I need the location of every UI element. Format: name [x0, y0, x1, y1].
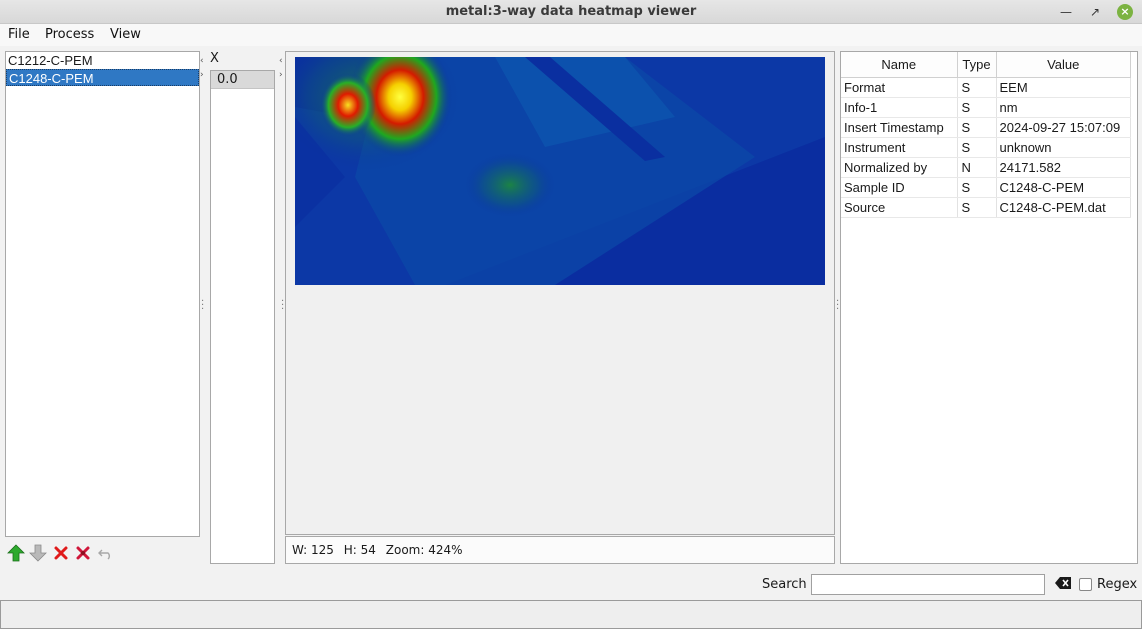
clear-search-icon[interactable] [1054, 576, 1072, 590]
x-value-list[interactable]: 0.0 [210, 70, 275, 564]
property-name: Format [841, 77, 958, 98]
table-row[interactable]: Info-1 S nm [841, 97, 1131, 118]
splitter-grip[interactable]: · · · [281, 296, 285, 315]
property-name: Source [841, 197, 958, 218]
property-value: C1248-C-PEM.dat [996, 197, 1131, 218]
file-list-item-selected[interactable]: C1248-C-PEM [6, 69, 199, 86]
property-type: N [957, 157, 997, 178]
property-type: S [957, 177, 997, 198]
property-value: unknown [996, 137, 1131, 158]
property-value: C1248-C-PEM [996, 177, 1131, 198]
splitter-grip[interactable]: · · · [836, 296, 840, 315]
splitter-grip[interactable]: · · · [201, 296, 205, 315]
property-value: EEM [996, 77, 1131, 98]
table-row[interactable]: Instrument S unknown [841, 137, 1131, 158]
close-icon[interactable]: × [1117, 4, 1133, 20]
property-value: nm [996, 97, 1131, 118]
zoom-label: Zoom: 424% [385, 543, 463, 557]
properties-table: Name Type Value Format S EEM Info-1 S nm… [841, 52, 1131, 218]
column-header-name[interactable]: Name [841, 52, 958, 78]
minimize-icon[interactable]: — [1060, 5, 1072, 19]
property-name: Insert Timestamp [841, 117, 958, 138]
collapse-arrows-left[interactable]: ‹ › [200, 56, 204, 80]
search-label: Search [762, 577, 807, 592]
property-name: Info-1 [841, 97, 958, 118]
image-height-label: H: 54 [343, 543, 376, 557]
image-info-bar: W: 125 H: 54 Zoom: 424% [285, 536, 835, 564]
properties-table-panel: Name Type Value Format S EEM Info-1 S nm… [840, 51, 1138, 564]
delete-all-icon[interactable] [74, 544, 92, 562]
heatmap-image[interactable] [295, 57, 825, 285]
property-type: S [957, 117, 997, 138]
table-row[interactable]: Source S C1248-C-PEM.dat [841, 197, 1131, 218]
delete-icon[interactable] [52, 544, 70, 562]
table-row[interactable]: Sample ID S C1248-C-PEM [841, 177, 1131, 198]
table-row[interactable]: Format S EEM [841, 77, 1131, 98]
property-value: 2024-09-27 15:07:09 [996, 117, 1131, 138]
maximize-icon[interactable]: ↗ [1089, 5, 1101, 19]
x-value-item[interactable]: 0.0 [211, 71, 274, 89]
property-name: Instrument [841, 137, 958, 158]
property-value: 24171.582 [996, 157, 1131, 178]
image-width-label: W: 125 [292, 543, 334, 557]
table-row[interactable]: Insert Timestamp S 2024-09-27 15:07:09 [841, 117, 1131, 138]
menu-file[interactable]: File [8, 27, 30, 42]
regex-checkbox[interactable] [1079, 578, 1092, 591]
column-header-value[interactable]: Value [996, 52, 1131, 78]
search-input[interactable] [811, 574, 1045, 595]
window-title: metal:3-way data heatmap viewer [445, 4, 697, 19]
property-type: S [957, 137, 997, 158]
heatmap-panel[interactable] [285, 51, 835, 535]
move-down-icon[interactable] [29, 544, 47, 562]
status-bar [0, 600, 1142, 629]
regex-label: Regex [1097, 577, 1138, 592]
collapse-arrows-middle[interactable]: ‹ › [279, 56, 283, 80]
file-list[interactable]: C1212-C-PEM C1248-C-PEM [5, 51, 200, 537]
move-up-icon[interactable] [7, 544, 25, 562]
x-axis-header: X [210, 51, 219, 66]
table-row[interactable]: Normalized by N 24171.582 [841, 157, 1131, 178]
property-type: S [957, 197, 997, 218]
menu-view[interactable]: View [110, 27, 141, 42]
menu-bar: File Process View [0, 24, 1142, 46]
property-name: Normalized by [841, 157, 958, 178]
property-type: S [957, 77, 997, 98]
title-bar: metal:3-way data heatmap viewer — ↗ × [0, 0, 1142, 24]
property-type: S [957, 97, 997, 118]
undo-icon[interactable] [97, 544, 115, 562]
menu-process[interactable]: Process [45, 27, 95, 42]
file-list-item[interactable]: C1212-C-PEM [8, 53, 93, 68]
property-name: Sample ID [841, 177, 958, 198]
column-header-type[interactable]: Type [957, 52, 997, 78]
